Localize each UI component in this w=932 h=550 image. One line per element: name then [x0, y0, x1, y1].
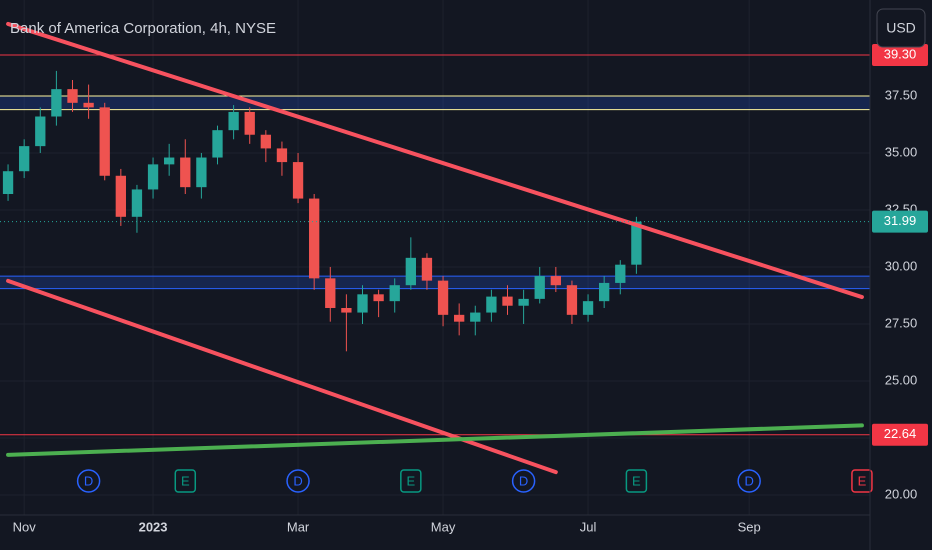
candle-body [566, 285, 578, 315]
y-tick-label: 35.00 [885, 144, 918, 159]
candle-body [131, 189, 143, 217]
event-marker [286, 469, 310, 493]
candle-body [164, 157, 175, 165]
event-marker [625, 469, 648, 493]
candle-body [341, 307, 352, 313]
event-label: E [181, 473, 190, 488]
x-tick-label: Jul [580, 519, 597, 534]
trendline [6, 423, 864, 457]
candle-body [51, 89, 62, 117]
candle-body [599, 282, 610, 302]
candle-body [357, 294, 368, 313]
event-label: E [858, 473, 867, 488]
trendline [6, 21, 864, 300]
candle-body [196, 157, 207, 188]
candle-body [615, 264, 626, 283]
candle-body [309, 198, 320, 279]
y-tick-label: 25.00 [885, 372, 918, 387]
candle-body [518, 298, 529, 306]
last-price-badge [872, 210, 928, 233]
candle-body [147, 164, 159, 190]
event-label: D [519, 473, 528, 488]
candle-body [550, 276, 561, 286]
candle-body [454, 314, 465, 322]
y-tick-label: 20.00 [885, 486, 918, 501]
event-marker [400, 469, 422, 493]
event-marker [737, 469, 761, 493]
event-marker [76, 469, 101, 493]
event-label: D [293, 473, 302, 488]
candle-body [276, 148, 288, 163]
candle-body [83, 102, 94, 108]
x-tick-label: Mar [287, 519, 310, 534]
candle-body [35, 116, 46, 147]
candle-body [631, 221, 642, 265]
event-label: E [632, 473, 641, 488]
event-label: E [406, 473, 415, 488]
candle-body [534, 276, 545, 299]
y-tick-label: 30.00 [885, 258, 918, 273]
y-tick-label: 27.50 [885, 315, 918, 330]
band [0, 95, 870, 110]
candle-body [244, 111, 255, 135]
price-line-badge [872, 423, 928, 446]
candle-body [115, 175, 126, 217]
x-tick-label: Sep [738, 519, 761, 534]
event-marker [511, 469, 536, 493]
candle-body [325, 278, 336, 308]
event-marker [851, 469, 873, 493]
candle-body [19, 146, 30, 172]
candle-body [180, 157, 191, 188]
candle-body [212, 130, 223, 158]
band [0, 276, 870, 289]
candle-body [228, 111, 239, 131]
candle-body [582, 301, 594, 315]
y-tick-label: 37.50 [885, 87, 918, 102]
chart-title: Bank of America Corporation, 4h, NYSE [10, 20, 276, 37]
price-line-label: 39.30 [884, 46, 917, 61]
event-label: D [84, 473, 93, 488]
event-marker [174, 469, 197, 493]
x-tick-label: May [431, 519, 456, 534]
candle-body [470, 312, 481, 322]
price-line-badge [872, 43, 928, 66]
candle-body [373, 294, 384, 302]
x-tick-label: 2023 [139, 519, 168, 534]
candle-body [502, 296, 513, 306]
candle-body [389, 285, 400, 302]
currency-button[interactable] [876, 8, 926, 48]
price-line-label: 22.64 [884, 426, 917, 441]
candle-body [2, 171, 14, 195]
candle-body [260, 134, 271, 149]
candle-body [99, 107, 110, 176]
candle-body [405, 257, 416, 286]
currency-label[interactable]: USD [886, 20, 916, 36]
event-label: D [744, 473, 753, 488]
last-price-label: 31.99 [884, 213, 917, 228]
candle-body [67, 89, 78, 103]
candle-body [292, 162, 304, 199]
x-tick-label: Nov [13, 519, 37, 534]
candle-body [421, 257, 433, 281]
candle-body [486, 296, 497, 313]
candle-body [437, 280, 449, 315]
